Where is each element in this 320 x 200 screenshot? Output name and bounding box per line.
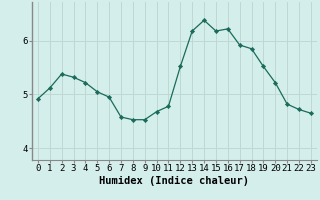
X-axis label: Humidex (Indice chaleur): Humidex (Indice chaleur) <box>100 176 249 186</box>
